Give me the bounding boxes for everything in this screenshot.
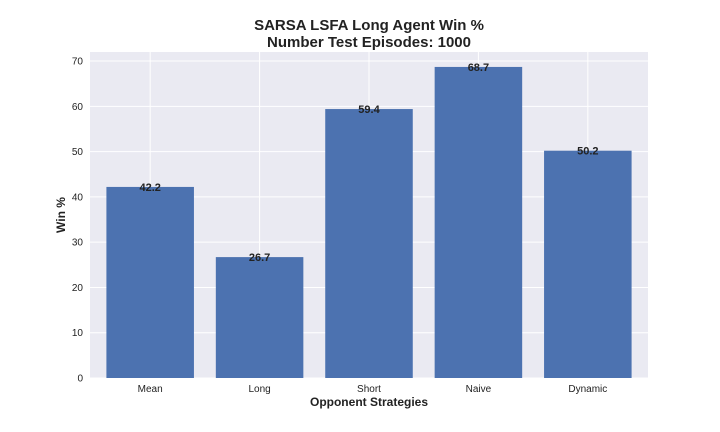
y-tick-label: 20 (72, 283, 84, 294)
bar-value-label: 50.2 (577, 146, 598, 158)
bar-value-label: 42.2 (139, 182, 160, 194)
bar-dynamic (544, 150, 632, 378)
chart-subtitle: Number Test Episodes: 1000 (267, 34, 471, 51)
y-tick-label: 0 (77, 374, 83, 385)
y-tick-label: 50 (72, 147, 84, 158)
x-tick-label: Long (248, 384, 270, 395)
y-tick-label: 30 (72, 238, 84, 249)
y-tick-label: 10 (72, 328, 84, 339)
bar-value-label: 59.4 (358, 104, 380, 116)
y-tick-labels: 0 10 20 30 40 50 60 70 (72, 57, 84, 385)
bar-naive (434, 66, 523, 379)
bar-long (215, 257, 304, 378)
y-tick-label: 40 (72, 192, 84, 203)
x-tick-label: Naive (466, 384, 492, 395)
x-tick-label: Mean (138, 384, 163, 395)
chart-title: SARSA LSFA Long Agent Win % (254, 17, 484, 34)
x-axis-label: Opponent Strategies (310, 395, 428, 409)
bar-short (325, 109, 413, 379)
x-tick-label: Short (357, 384, 381, 395)
x-tick-labels: Mean Long Short Naive Dynamic (138, 384, 608, 395)
y-axis-label: Win % (54, 197, 68, 233)
bar-value-label: 68.7 (468, 62, 489, 74)
x-tick-label: Dynamic (568, 384, 607, 395)
y-tick-label: 60 (72, 102, 84, 113)
bar-value-labels: 42.2 26.7 59.4 68.7 50.2 (139, 62, 598, 264)
bar-value-label: 26.7 (249, 252, 270, 264)
bar-mean (106, 186, 194, 378)
bars (106, 66, 632, 379)
y-tick-label: 70 (72, 57, 84, 68)
